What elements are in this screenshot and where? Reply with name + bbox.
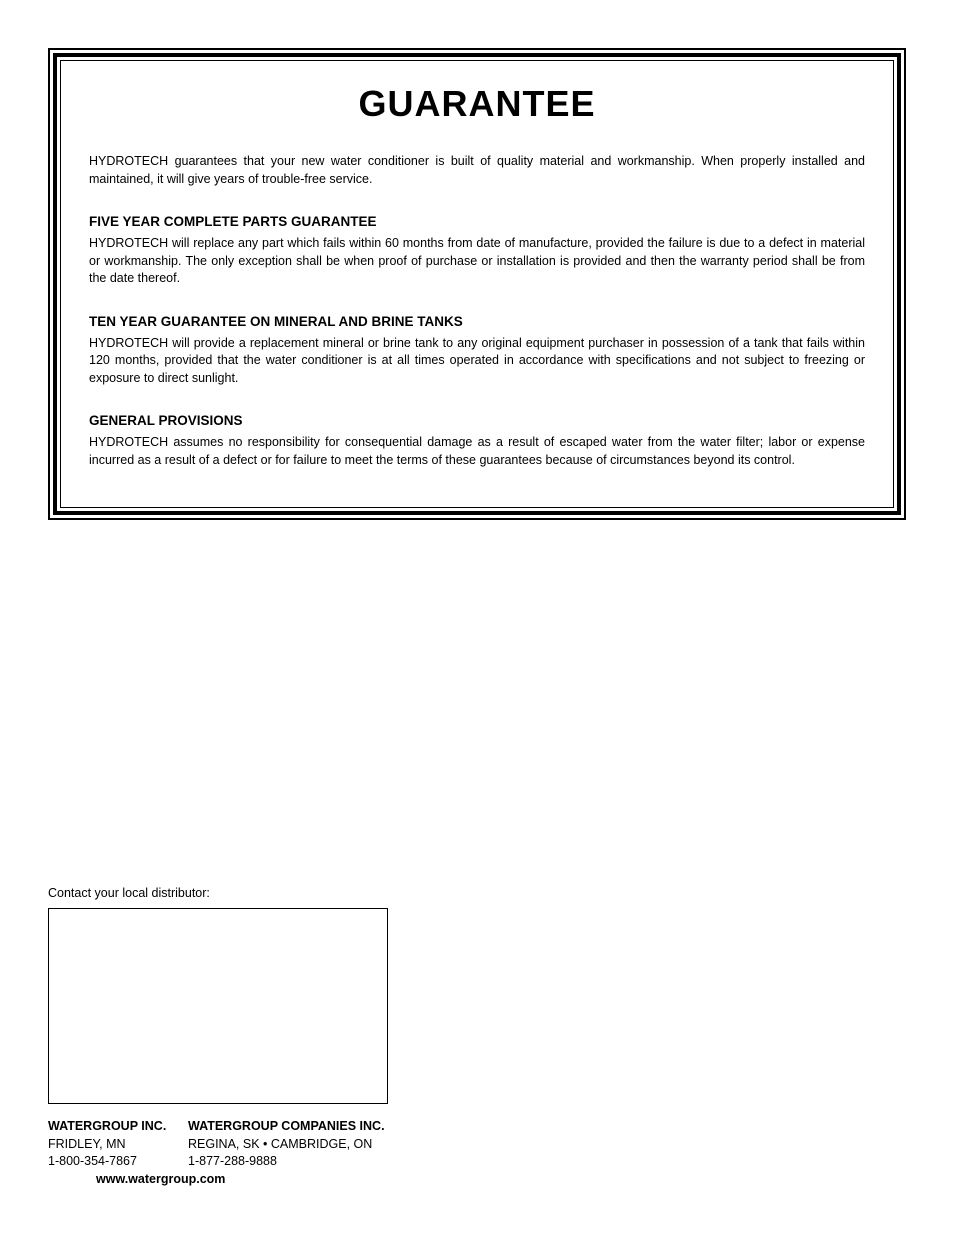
section-heading: GENERAL PROVISIONS <box>89 413 865 428</box>
company2-phone: 1-877-288-9888 <box>188 1153 385 1171</box>
company1-location: FRIDLEY, MN <box>48 1136 188 1154</box>
distributor-box <box>48 908 388 1104</box>
guarantee-inner-border: GUARANTEE HYDROTECH guarantees that your… <box>60 60 894 508</box>
section-body: HYDROTECH will replace any part which fa… <box>89 235 865 288</box>
company2-location: REGINA, SK • CAMBRIDGE, ON <box>188 1136 385 1154</box>
guarantee-title: GUARANTEE <box>89 83 865 125</box>
guarantee-middle-border: GUARANTEE HYDROTECH guarantees that your… <box>53 53 901 515</box>
section-body: HYDROTECH will provide a replacement min… <box>89 335 865 388</box>
section-body: HYDROTECH assumes no responsibility for … <box>89 434 865 469</box>
website: www.watergroup.com <box>96 1171 385 1189</box>
contact-label: Contact your local distributor: <box>48 886 210 900</box>
guarantee-intro: HYDROTECH guarantees that your new water… <box>89 153 865 188</box>
section-heading: TEN YEAR GUARANTEE ON MINERAL AND BRINE … <box>89 314 865 329</box>
company2-name: WATERGROUP COMPANIES INC. <box>188 1118 385 1136</box>
section-heading: FIVE YEAR COMPLETE PARTS GUARANTEE <box>89 214 865 229</box>
company1-phone: 1-800-354-7867 <box>48 1153 188 1171</box>
guarantee-outer-border: GUARANTEE HYDROTECH guarantees that your… <box>48 48 906 520</box>
company1-name: WATERGROUP INC. <box>48 1118 188 1136</box>
footer-companies: WATERGROUP INC. WATERGROUP COMPANIES INC… <box>48 1118 385 1188</box>
